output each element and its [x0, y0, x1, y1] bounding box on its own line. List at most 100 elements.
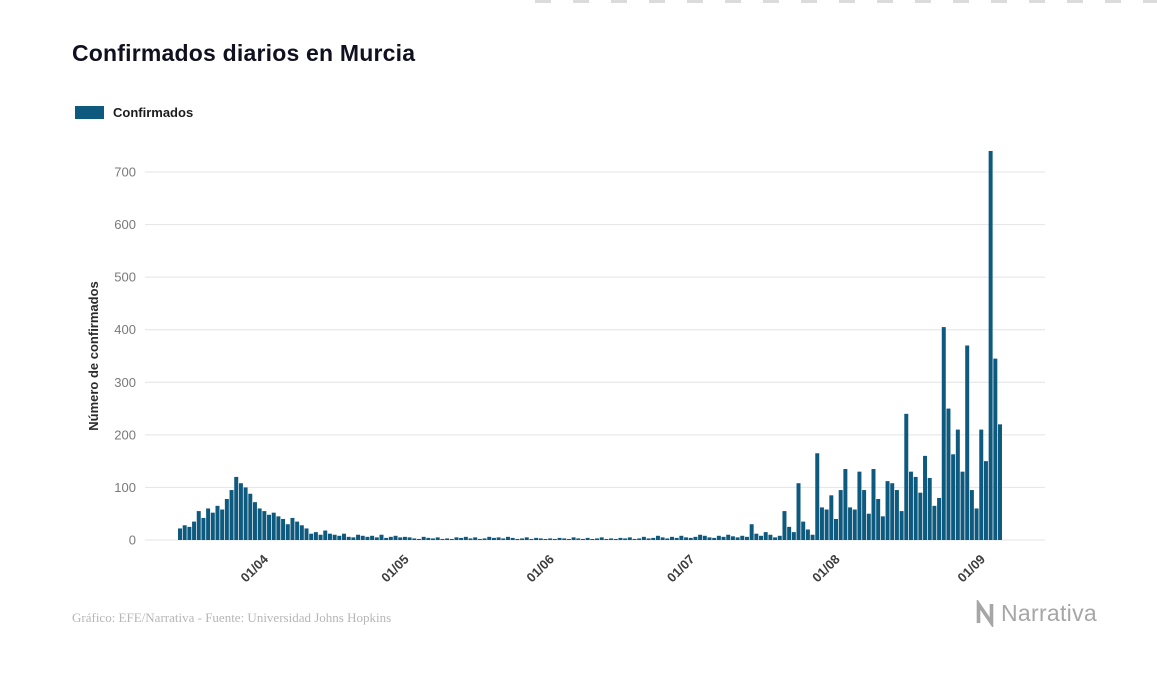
bar [637, 538, 642, 540]
bar [243, 487, 248, 540]
bar [520, 538, 525, 540]
bar [623, 538, 628, 540]
bar [927, 477, 932, 540]
bar [599, 537, 604, 540]
x-tick-label: 01/06 [523, 552, 557, 586]
bar [702, 535, 707, 540]
bar [960, 471, 965, 540]
bar [313, 532, 318, 540]
bar [576, 538, 581, 540]
legend-label: Confirmados [113, 105, 194, 120]
bar [267, 514, 272, 540]
bar [810, 534, 815, 540]
bar [426, 537, 431, 540]
bar [787, 526, 792, 540]
bar [918, 492, 923, 540]
bar [252, 502, 257, 540]
bar [585, 537, 590, 540]
bar [482, 538, 487, 540]
bar [318, 534, 323, 540]
bar [908, 471, 913, 540]
bar [238, 483, 243, 540]
bar [510, 537, 515, 540]
bar [182, 525, 187, 540]
bar [857, 471, 862, 540]
bar [979, 429, 984, 540]
bar [196, 511, 201, 540]
bar [641, 536, 646, 540]
bar [365, 536, 370, 540]
bar [829, 495, 834, 540]
bar [632, 538, 637, 540]
bar [402, 536, 407, 540]
bar [768, 534, 773, 540]
bar [595, 538, 600, 540]
bar [665, 538, 670, 540]
bar [834, 518, 838, 540]
bar [791, 532, 796, 540]
bar [543, 538, 548, 540]
bar [271, 512, 276, 540]
bar [416, 538, 421, 540]
bar [782, 511, 787, 540]
bar [880, 516, 885, 540]
bar [721, 536, 726, 540]
bar [435, 537, 440, 540]
bar [899, 511, 904, 540]
bar [712, 537, 717, 540]
x-tick-label: 01/08 [809, 552, 843, 586]
bar [932, 505, 937, 540]
bar [248, 493, 253, 540]
legend-swatch [75, 106, 104, 119]
bar [393, 535, 398, 540]
bar [571, 537, 576, 540]
bar [838, 490, 843, 540]
bar [229, 490, 234, 540]
bar [295, 521, 300, 540]
x-tick-label: 01/07 [664, 552, 698, 586]
narrativa-logo: Narrativa [972, 600, 1097, 627]
bar [904, 413, 909, 540]
bar [604, 538, 609, 540]
bar [445, 538, 450, 540]
bar [234, 476, 239, 540]
bar [894, 490, 899, 540]
bar [224, 498, 229, 540]
bar [515, 538, 520, 540]
bar [454, 537, 459, 540]
bar [819, 507, 824, 540]
bar [356, 534, 361, 540]
bar [407, 537, 412, 540]
bar [459, 537, 464, 540]
legend: Confirmados [75, 105, 193, 120]
bar [749, 524, 754, 540]
bar [262, 511, 267, 540]
bar [698, 534, 703, 540]
y-tick-label: 100 [114, 480, 136, 495]
bar [346, 536, 351, 540]
bar [374, 537, 379, 540]
bar [913, 476, 918, 540]
bar [740, 535, 745, 540]
bar [201, 517, 206, 540]
bar [890, 483, 895, 540]
bar [491, 537, 496, 540]
bar [693, 536, 698, 540]
bar [473, 537, 478, 540]
bar [548, 538, 553, 540]
bar [937, 497, 942, 540]
bar [440, 538, 445, 540]
bar [998, 424, 1002, 540]
bar [730, 536, 735, 540]
x-tick-label: 01/05 [378, 552, 412, 586]
bar [337, 535, 342, 540]
bar [534, 537, 539, 540]
y-tick-label: 300 [114, 375, 136, 390]
bar [332, 534, 337, 540]
x-tick-label: 01/04 [238, 551, 272, 585]
bar [852, 509, 857, 540]
bar [801, 521, 806, 540]
y-tick-label: 700 [114, 165, 136, 180]
y-tick-label: 600 [114, 217, 136, 232]
